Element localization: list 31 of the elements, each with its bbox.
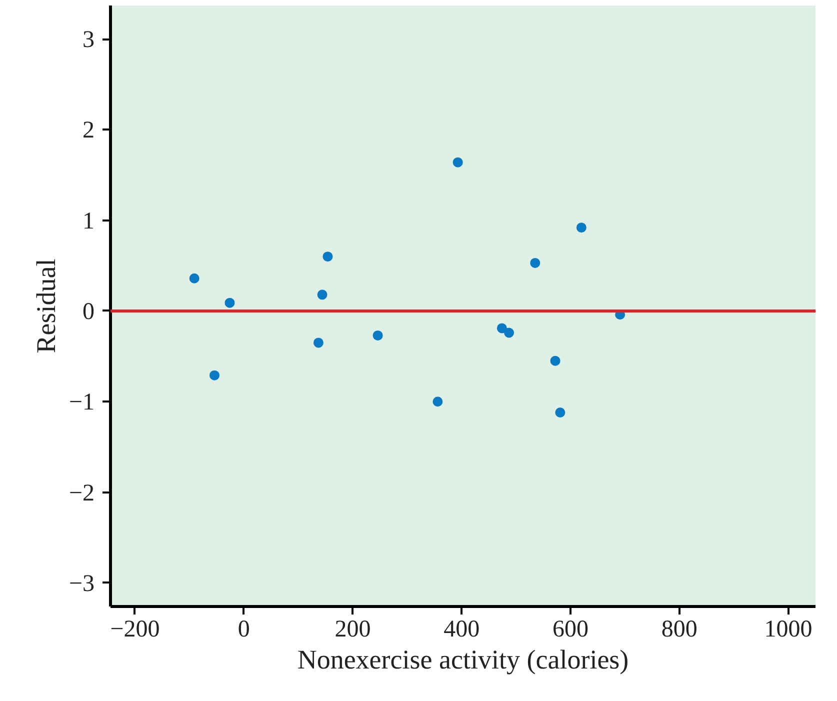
x-tick-label: 200 xyxy=(334,616,371,642)
x-tick-label: 0 xyxy=(238,616,250,642)
x-tick-label: 1000 xyxy=(764,616,812,642)
point xyxy=(452,157,463,168)
point xyxy=(317,290,328,300)
point xyxy=(372,330,383,340)
x-tick-label: 600 xyxy=(552,616,589,642)
x-tick-label: 800 xyxy=(661,616,698,642)
y-tick-label: −2 xyxy=(68,480,95,506)
y-tick-label: 3 xyxy=(82,27,94,54)
point xyxy=(313,338,324,348)
y-tick-label: 1 xyxy=(82,208,94,234)
x-tick-label: 400 xyxy=(444,616,480,642)
point xyxy=(576,222,586,233)
y-tick-label: 0 xyxy=(82,298,94,325)
point xyxy=(432,396,443,407)
point xyxy=(530,258,540,268)
y-tick-label: −1 xyxy=(68,390,95,416)
point xyxy=(189,273,200,284)
y-tick-label: −3 xyxy=(68,570,95,597)
point xyxy=(496,323,507,334)
point xyxy=(209,370,220,380)
x-axis-title: Nonexercise activity (calories) xyxy=(297,644,629,674)
point xyxy=(504,328,514,338)
x-tick-label: −200 xyxy=(110,616,160,642)
point xyxy=(224,298,235,308)
y-axis-title: Residual xyxy=(30,258,61,354)
y-tick-label: 2 xyxy=(82,118,94,144)
point xyxy=(322,252,333,262)
point xyxy=(550,356,560,366)
point xyxy=(555,408,566,418)
